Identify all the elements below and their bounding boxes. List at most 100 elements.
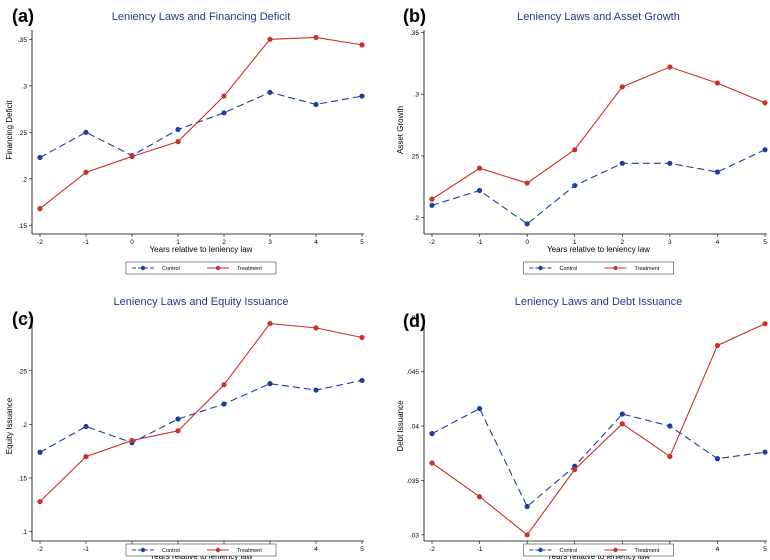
data-point-treatment	[524, 180, 530, 186]
legend-label-treatment: Treatment	[635, 548, 660, 554]
x-tick-label: -2	[37, 546, 43, 553]
legend-label-treatment: Treatment	[237, 548, 262, 554]
x-tick-label: -2	[37, 239, 43, 246]
y-tick-label: .25	[410, 153, 419, 160]
data-point-control	[83, 423, 89, 430]
series-line-control	[431, 149, 766, 225]
legend-box	[125, 261, 277, 275]
data-point-treatment	[359, 334, 365, 341]
x-tick-label: 4	[716, 239, 720, 246]
data-point-treatment	[221, 382, 227, 388]
y-tick-label: .3	[414, 92, 420, 99]
y-axis-label: Debt Issuance	[396, 400, 405, 452]
data-point-treatment	[175, 139, 181, 145]
y-axis-label: Equity Issuance	[5, 397, 14, 454]
data-point-control	[267, 89, 273, 95]
data-point-control	[429, 431, 435, 437]
legend-box	[523, 543, 674, 557]
legend: Control Treatment	[523, 543, 674, 557]
legend-label-control: Control	[162, 548, 180, 554]
data-point-control	[221, 110, 227, 116]
y-tick-label: .3	[22, 83, 28, 90]
chart-panel-4: (d) Leniency Laws and Debt Issuance .03 .03…	[396, 296, 768, 560]
data-point-treatment	[476, 165, 483, 171]
data-point-treatment	[129, 437, 135, 444]
x-tick-label: 1	[573, 239, 577, 246]
data-point-control	[37, 449, 43, 455]
data-point-treatment	[762, 321, 768, 327]
chart-title: Leniency Laws and Debt Issuance	[515, 296, 683, 308]
x-tick-label: 0	[130, 239, 134, 246]
legend-marker-treatment	[215, 547, 221, 553]
data-point-control	[175, 416, 181, 422]
x-tick-label: 3	[668, 239, 672, 246]
legend-marker-treatment	[613, 547, 618, 553]
x-tick-label: -1	[477, 546, 483, 553]
panel-label: (b)	[403, 6, 426, 26]
x-tick-label: 5	[763, 239, 767, 246]
legend-label-control: Control	[560, 266, 578, 272]
data-point-control	[313, 387, 319, 393]
legend-marker-treatment	[613, 265, 618, 271]
data-point-control	[221, 401, 227, 407]
data-point-control	[37, 154, 43, 161]
data-point-treatment	[313, 325, 319, 331]
data-point-treatment	[429, 196, 435, 202]
data-point-treatment	[267, 320, 273, 327]
data-point-treatment	[619, 421, 625, 427]
x-tick-label: 4	[314, 239, 318, 246]
y-tick-label: .15	[18, 476, 27, 483]
series-line-control	[39, 91, 363, 158]
data-point-treatment	[83, 453, 89, 460]
data-point-control	[714, 169, 721, 175]
data-point-control	[762, 147, 768, 153]
data-point-control	[476, 187, 483, 194]
y-tick-label: .1	[22, 529, 28, 536]
data-point-treatment	[667, 453, 673, 460]
y-tick-label: .035	[406, 478, 419, 485]
y-tick-label: .2	[414, 215, 420, 222]
legend-marker-control	[538, 547, 543, 553]
data-point-control	[619, 160, 625, 166]
data-point-treatment	[429, 460, 435, 466]
data-point-treatment	[37, 499, 43, 505]
legend-label-treatment: Treatment	[635, 266, 660, 272]
y-tick-label: .04	[410, 424, 419, 431]
series-line-treatment	[431, 323, 766, 536]
data-point-treatment	[524, 532, 530, 538]
x-tick-label: 2	[620, 239, 624, 246]
chart-panel-3: (c) Leniency Laws and Equity Issuance .1 .1…	[5, 296, 365, 560]
data-point-control	[359, 377, 365, 384]
series-line-treatment	[431, 66, 766, 200]
x-tick-label: -2	[429, 546, 435, 553]
data-point-treatment	[572, 466, 578, 473]
y-tick-label: .2	[22, 176, 28, 183]
x-tick-label: 4	[314, 546, 318, 553]
x-tick-label: 2	[222, 239, 226, 246]
data-point-control	[524, 503, 530, 510]
data-point-control	[714, 456, 721, 462]
data-point-treatment	[714, 342, 721, 349]
series-line-treatment	[39, 36, 363, 210]
data-point-control	[476, 405, 483, 412]
data-point-treatment	[619, 84, 625, 90]
data-point-treatment	[359, 42, 365, 48]
legend-label-control: Control	[560, 548, 578, 554]
data-point-control	[267, 381, 273, 387]
series-line-treatment	[39, 323, 363, 503]
data-point-control	[572, 182, 578, 189]
x-tick-label: 5	[360, 546, 364, 553]
y-tick-label: .3	[22, 315, 28, 322]
x-axis-label: Years relative to leniency law	[150, 245, 253, 254]
legend-marker-control	[140, 547, 146, 553]
y-tick-label: .25	[18, 130, 27, 137]
x-tick-label: 0	[525, 239, 529, 246]
data-point-control	[619, 411, 625, 417]
data-point-control	[762, 449, 768, 455]
series-line-control	[431, 407, 766, 508]
data-point-treatment	[762, 100, 768, 106]
chart-panel-2: (b) Leniency Laws and Asset Growth .2 .25 .3…	[396, 6, 768, 275]
data-point-treatment	[221, 93, 227, 99]
y-axis-label: Asset Growth	[396, 106, 405, 154]
data-point-treatment	[667, 64, 673, 70]
